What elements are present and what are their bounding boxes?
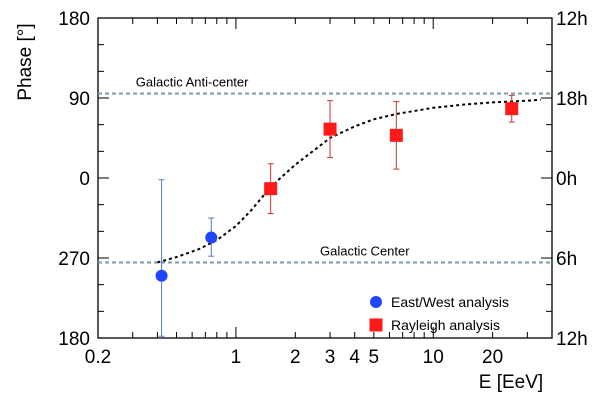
east-west-point [155, 269, 168, 282]
y-tick-label-left: 90 [69, 89, 90, 110]
rayleigh-point [323, 122, 337, 136]
x-tick-label: 3 [325, 347, 336, 368]
x-axis-label: E [EeV] [479, 372, 543, 393]
y-axis-label: Phase [°] [15, 23, 36, 100]
x-tick-label: 20 [482, 347, 503, 368]
galactic-anticenter-label: Galactic Anti-center [136, 75, 249, 90]
x-tick-label: 0.2 [85, 347, 111, 368]
y-tick-label-left: 270 [58, 249, 90, 270]
legend-marker-rayleigh [369, 318, 383, 332]
legend-marker-east-west [370, 296, 382, 308]
y-tick-label-right: 0h [556, 169, 577, 190]
legend-label-east-west: East/West analysis [391, 294, 509, 310]
y-tick-label-left: 180 [58, 329, 90, 350]
x-tick-label: 1 [231, 347, 242, 368]
y-tick-label-right: 12h [556, 9, 588, 30]
x-tick-label: 5 [369, 347, 380, 368]
plot-frame [97, 17, 553, 339]
y-tick-label-right: 12h [556, 329, 588, 350]
x-tick-label: 2 [290, 347, 301, 368]
legend-label-rayleigh: Rayleigh analysis [391, 317, 500, 333]
y-tick-label-right: 6h [556, 249, 577, 270]
rayleigh-point [389, 128, 403, 142]
galactic-center-label: Galactic Center [320, 243, 410, 258]
x-tick-label: 10 [423, 347, 444, 368]
rayleigh-point [264, 182, 278, 196]
rayleigh-point [505, 102, 519, 116]
y-tick-label-right: 18h [556, 89, 588, 110]
x-tick-label: 4 [349, 347, 360, 368]
east-west-point [205, 231, 218, 244]
y-tick-label-left: 180 [58, 9, 90, 30]
y-tick-label-left: 0 [79, 169, 90, 190]
